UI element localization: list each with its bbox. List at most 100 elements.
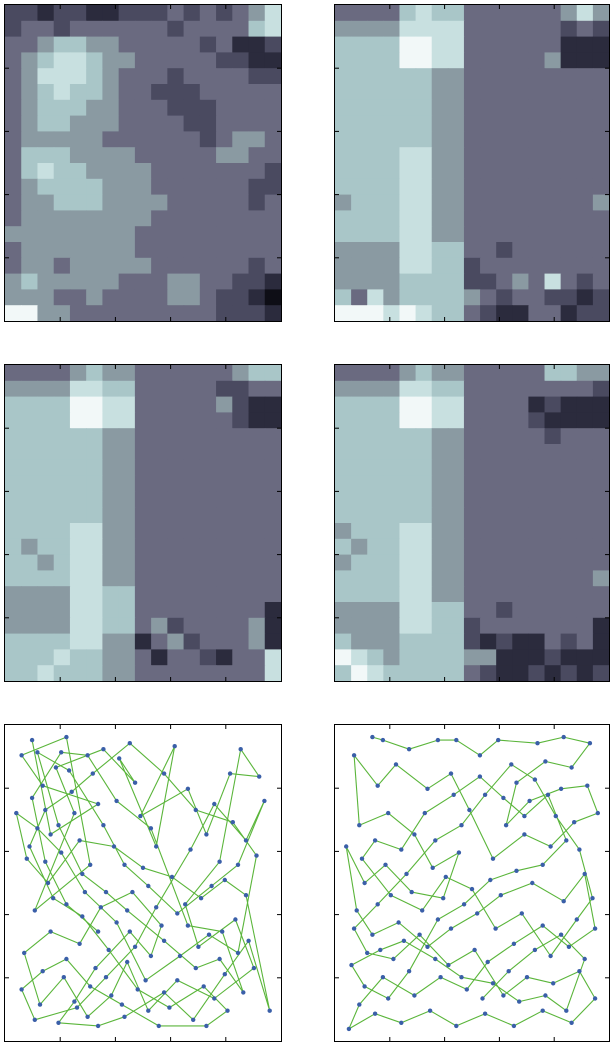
heatmap-cell: [447, 226, 465, 243]
data-point: [482, 792, 488, 797]
heatmap-cell: [183, 257, 201, 275]
heatmap-cell: [528, 52, 546, 69]
heatmap-cell: [134, 633, 152, 650]
heatmap-cell: [415, 52, 433, 69]
data-point: [48, 832, 53, 837]
heatmap-cell: [335, 428, 352, 445]
heatmap-cell: [351, 178, 368, 196]
heatmap-cell: [5, 5, 22, 22]
heatmap-cell: [151, 99, 168, 117]
heatmap-cell: [232, 194, 250, 211]
path-segment: [155, 746, 176, 847]
heatmap-cell: [544, 36, 562, 53]
heatmap-cell: [86, 305, 104, 321]
data-point: [146, 883, 151, 889]
heatmap-cell: [592, 273, 609, 290]
heatmap-cell: [512, 444, 530, 461]
heatmap-cell: [167, 665, 185, 681]
heatmap-cell: [53, 396, 71, 413]
heatmap-cell: [480, 459, 497, 477]
heatmap-cell: [560, 115, 578, 132]
path-segment: [521, 913, 552, 957]
heatmap-c-canvas: [5, 365, 281, 681]
heatmap-cell: [134, 365, 152, 382]
heatmap-cell: [335, 52, 352, 69]
heatmap-cell: [447, 52, 465, 69]
data-point: [185, 786, 191, 791]
data-point: [532, 947, 538, 953]
heatmap-cell: [480, 538, 497, 556]
heatmap-cell: [86, 617, 104, 635]
heatmap-cell: [512, 210, 530, 227]
heatmap-cell: [69, 52, 87, 69]
path-segment: [198, 919, 236, 948]
heatmap-cell: [431, 412, 449, 429]
heatmap-cell: [560, 380, 578, 398]
heatmap-cell: [134, 52, 152, 69]
heatmap-cell: [5, 412, 22, 429]
heatmap-cell: [335, 570, 352, 587]
data-point: [254, 853, 259, 858]
heatmap-cell: [151, 210, 168, 227]
heatmap-cell: [399, 36, 417, 53]
path-segment: [429, 1010, 457, 1027]
heatmap-cell: [528, 210, 546, 227]
heatmap-cell: [53, 475, 71, 492]
heatmap-cell: [86, 475, 104, 492]
heatmap-cell: [383, 147, 401, 164]
heatmap-cell: [199, 538, 217, 556]
heatmap-cell: [183, 617, 201, 635]
data-point: [217, 956, 222, 962]
heatmap-cell: [576, 178, 594, 196]
heatmap-cell: [480, 633, 497, 650]
heatmap-cell: [37, 5, 55, 22]
heatmap-cell: [69, 36, 87, 53]
heatmap-cell: [118, 633, 136, 650]
heatmap-cell: [167, 491, 185, 508]
heatmap-cell: [5, 475, 22, 492]
heatmap-cell: [592, 289, 609, 306]
path-segment: [58, 1001, 75, 1024]
heatmap-cell: [431, 633, 449, 650]
heatmap-cell: [264, 554, 281, 571]
heatmap-cell: [151, 5, 168, 22]
data-point: [577, 969, 582, 974]
heatmap-cell: [118, 194, 136, 211]
heatmap-cell: [496, 257, 513, 275]
heatmap-cell: [134, 257, 152, 275]
path-segment: [421, 876, 447, 911]
path-segment: [81, 873, 107, 893]
heatmap-cell: [151, 68, 168, 85]
heatmap-cell: [544, 5, 562, 22]
data-point: [32, 1017, 37, 1022]
heatmap-cell: [512, 99, 530, 117]
heatmap-cell: [248, 459, 266, 477]
heatmap-cell: [69, 210, 87, 227]
heatmap-cell: [496, 273, 513, 290]
heatmap-cell: [151, 226, 168, 243]
heatmap-cell: [216, 194, 233, 211]
heatmap-cell: [431, 475, 449, 492]
heatmap-cell: [560, 412, 578, 429]
path-segment: [36, 752, 60, 826]
data-point: [425, 944, 430, 949]
heatmap-cell: [560, 178, 578, 196]
heatmap-cell: [512, 475, 530, 492]
heatmap-cell: [199, 365, 217, 382]
data-point: [412, 832, 417, 837]
path-segment: [382, 739, 410, 750]
heatmap-cell: [383, 475, 401, 492]
heatmap-cell: [544, 507, 562, 524]
heatmap-cell: [576, 602, 594, 619]
heatmap-cell: [232, 289, 250, 306]
heatmap-cell: [592, 365, 609, 382]
heatmap-cell: [351, 617, 368, 635]
heatmap-cell: [351, 554, 368, 571]
heatmap-cell: [335, 665, 352, 681]
heatmap-cell: [102, 665, 120, 681]
data-point: [514, 780, 519, 785]
heatmap-cell: [183, 5, 201, 22]
heatmap-cell: [264, 20, 281, 38]
path-segment: [398, 922, 428, 948]
heatmap-cell: [102, 380, 120, 398]
